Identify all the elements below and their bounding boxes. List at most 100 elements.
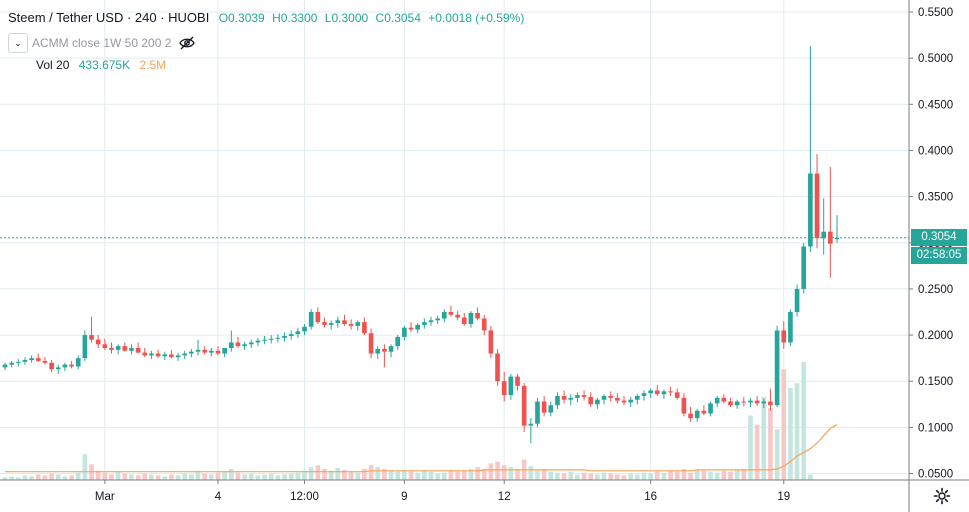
volume-bar [441,472,447,480]
volume-bar [129,474,134,480]
candle-body [15,361,21,363]
study-title[interactable]: ACMM close 1W 50 200 2 [32,36,172,50]
candle-body [342,320,347,324]
volume-bar [634,474,640,480]
candle [588,392,594,408]
candle-body [541,401,547,413]
symbol-title[interactable]: Steem / Tether USD · 240 · HUOBI [8,10,210,25]
candle-body [55,367,61,370]
volume-bar [75,472,81,480]
candle-body [328,323,334,325]
candle [342,314,347,326]
volume-bar [242,474,247,480]
candle [375,346,381,360]
last-price-tag: 0.3054 [911,228,967,246]
candle-body [515,376,520,386]
volume-bar [408,471,414,480]
candle-body [448,312,454,315]
candle [235,336,241,348]
candle-body [741,401,747,403]
candle-body [82,335,88,359]
candle-body [575,395,580,398]
volume-bar [728,471,733,480]
volume-bar [781,369,787,480]
volume-bar [661,472,667,480]
volume-ma-value: 2.5M [139,58,167,72]
candle [169,349,174,359]
candle-body [388,346,394,352]
candle-body [162,354,168,357]
candle [608,391,614,402]
volume-bar [302,470,307,480]
candle-body [694,410,700,419]
y-tick-label: 0.0500 [918,469,953,481]
y-tick-label: 0.2000 [918,330,953,342]
volume-bar [102,472,108,480]
plot-area [0,0,909,480]
candle [548,401,554,417]
candle-body [801,246,807,289]
chevron-down-icon[interactable]: ⌄ [8,33,28,53]
candle-body [155,353,161,357]
candle [794,284,800,317]
candle [535,397,540,428]
candle-body [568,397,574,400]
candle [195,339,201,356]
candle [428,316,434,326]
candle-body [595,399,600,405]
candle [29,355,34,363]
volume-bar [714,472,720,480]
volume-title[interactable]: Vol 20 [36,58,70,72]
candle-body [29,358,34,360]
candle-body [142,352,148,356]
candle [189,348,194,358]
candle-body [395,336,401,347]
candle [109,342,114,354]
candle [75,355,81,370]
volume-bar [235,472,241,480]
candle [382,344,387,368]
candle-body [495,353,500,382]
candle [42,357,48,365]
price-axis[interactable]: 0.55000.50000.45000.40000.35000.30000.25… [908,0,953,512]
volume-bar [122,473,128,480]
volume-bar [628,473,633,480]
time-axis[interactable]: Mar 4 12:00 9 12 16 19 [0,479,969,503]
candle-body [182,353,188,356]
candle-body [468,312,474,324]
candle [648,388,653,398]
volume-bar [215,472,221,480]
candle-body [375,348,381,354]
gear-icon[interactable] [933,487,951,505]
candle-body [688,413,693,419]
volume-bar [681,468,687,480]
candle-body [421,322,427,325]
candle-body [588,396,594,405]
candle [674,388,680,400]
candle [481,314,487,336]
candle-body [49,362,54,370]
volume-bar [788,387,793,480]
volume-bar [561,473,567,480]
volume-bar [455,471,460,480]
candle [801,242,807,294]
candle-body [828,231,833,244]
candle-body [528,423,534,426]
volume-bars [2,362,813,480]
volume-bar [468,468,474,480]
candle-body [282,336,287,338]
candle [541,396,547,417]
volume-bar [654,471,660,480]
candle [162,351,168,360]
x-tick-label: 4 [215,491,222,503]
candle [129,344,134,355]
candle [262,336,267,345]
volume-bar [135,475,141,480]
eye-crossed-icon[interactable] [179,36,196,50]
volume-bar [588,473,594,480]
x-tick-label: 16 [644,491,657,503]
candle [748,397,753,408]
candle-body [834,237,840,240]
candle [754,396,760,407]
